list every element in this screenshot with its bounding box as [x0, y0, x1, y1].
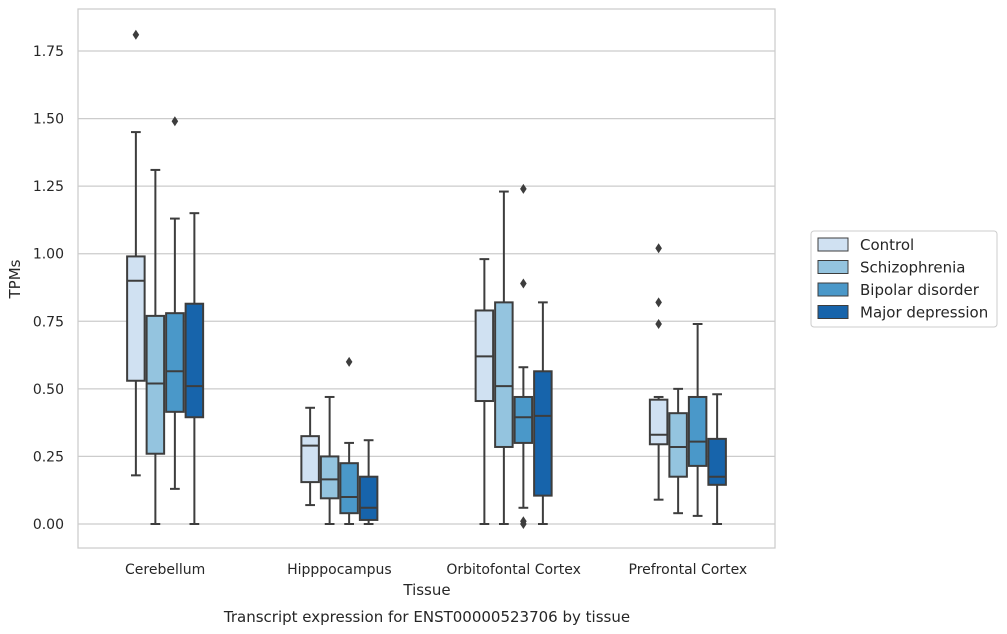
- series-bipolar-disorder: [165, 116, 708, 529]
- outlier-point: [345, 356, 353, 367]
- series-schizophrenia: [145, 168, 688, 525]
- box-iqr: [339, 462, 359, 515]
- outlier-point: [520, 516, 527, 527]
- box-plot: [339, 356, 359, 525]
- box-plot-series: [126, 29, 727, 529]
- box-iqr: [687, 395, 708, 467]
- box-iqr: [668, 412, 688, 478]
- y-tick-label: 1.25: [33, 179, 64, 195]
- outlier-point: [655, 318, 662, 329]
- outlier-point: [655, 297, 662, 308]
- legend-swatch: [817, 237, 849, 252]
- box-plot: [648, 243, 669, 501]
- outlier-point: [171, 116, 179, 127]
- y-axis-label: TPMs: [6, 259, 24, 299]
- legend-label: Major depression: [860, 304, 988, 322]
- series-control: [126, 29, 669, 525]
- outlier-point: [520, 183, 527, 194]
- legend-label: Schizophrenia: [860, 259, 965, 277]
- y-tick-label: 0.75: [33, 314, 64, 330]
- box-plot: [707, 393, 727, 525]
- y-tick-label: 1.75: [33, 44, 64, 60]
- plot-frame: [77, 8, 776, 549]
- box-iqr: [165, 312, 185, 413]
- box-iqr: [494, 301, 514, 448]
- box-iqr: [513, 395, 534, 444]
- box-iqr: [126, 255, 146, 382]
- box-plot: [687, 322, 708, 517]
- box-iqr: [358, 475, 379, 521]
- y-tick-label: 0.50: [33, 382, 64, 398]
- box-plot: [358, 439, 379, 525]
- y-tick-label: 0.00: [33, 517, 64, 533]
- box-plot: [474, 258, 495, 525]
- box-iqr: [184, 302, 205, 419]
- box-plot: [165, 116, 185, 490]
- legend-label: Control: [860, 236, 914, 254]
- box-plot: [513, 183, 534, 529]
- x-tick-label: Orbitofontal Cortex: [446, 562, 581, 578]
- x-axis-ticks: Cerebellum Hipppocampus Orbitofontal Corte…: [125, 562, 747, 578]
- legend-swatch: [817, 305, 849, 319]
- box-plot: [184, 212, 205, 525]
- y-axis-ticks: 0.00 0.25 0.50 0.75 1.00 1.25 1.50 1.75: [33, 44, 64, 533]
- x-axis-label: Tissue: [402, 581, 450, 599]
- box-iqr: [648, 398, 669, 446]
- box-plot: [533, 301, 553, 525]
- box-plot: [319, 395, 340, 525]
- box-plot: [668, 387, 688, 515]
- legend-frame: [810, 230, 998, 328]
- box-iqr: [707, 437, 727, 486]
- x-tick-label: Cerebellum: [125, 562, 205, 578]
- y-tick-label: 1.00: [33, 247, 64, 263]
- box-iqr: [145, 314, 166, 455]
- outlier-point: [132, 29, 140, 40]
- box-plot: [145, 168, 166, 525]
- box-plot: [494, 190, 514, 525]
- box-plot: [126, 29, 146, 477]
- legend-label: Bipolar disorder: [860, 281, 980, 299]
- outlier-point: [520, 278, 527, 289]
- x-tick-label: Hipppocampus: [287, 562, 392, 578]
- series-major-depression: [184, 212, 727, 525]
- box-iqr: [533, 370, 553, 497]
- box-plot: [300, 406, 320, 507]
- chart-caption: Transcript expression for ENST0000052370…: [223, 608, 630, 626]
- y-tick-label: 0.25: [33, 449, 64, 465]
- box-iqr: [300, 435, 320, 484]
- y-tick-label: 1.50: [33, 112, 64, 128]
- legend-swatch: [817, 282, 849, 297]
- box-iqr: [319, 455, 340, 500]
- x-tick-label: Prefrontal Cortex: [629, 562, 748, 578]
- legend: Control Schizophrenia Bipolar disorder Majo…: [810, 230, 998, 328]
- outlier-point: [655, 243, 662, 254]
- legend-swatch: [817, 260, 849, 274]
